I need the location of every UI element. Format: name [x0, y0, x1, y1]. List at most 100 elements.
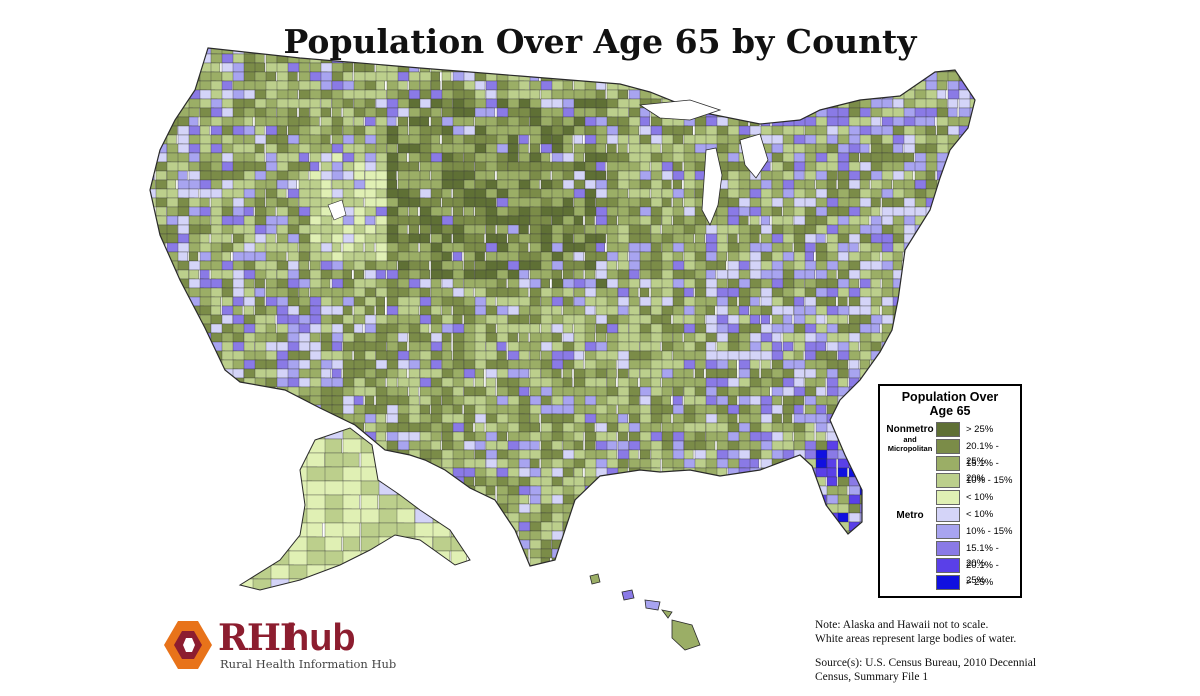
county-cell — [848, 242, 859, 253]
county-cell — [760, 188, 773, 199]
legend-swatch-nonmetro-4 — [936, 473, 960, 488]
county-cell — [188, 539, 205, 550]
county-cell — [738, 476, 756, 487]
county-cell — [276, 485, 289, 496]
county-cell — [716, 80, 733, 91]
county-cell — [947, 314, 958, 325]
county-cell — [353, 116, 364, 127]
county-cell — [562, 53, 580, 64]
county-cell — [320, 134, 331, 145]
county-cell — [837, 287, 850, 298]
county-cell — [683, 152, 697, 163]
county-cell — [420, 567, 430, 576]
county-cell — [265, 422, 276, 433]
county-cell — [705, 512, 724, 523]
county-cell — [661, 521, 679, 532]
county-cell — [782, 89, 801, 100]
county-cell — [252, 508, 269, 524]
county-cell — [837, 476, 851, 487]
county-cell — [320, 296, 333, 307]
county-cell — [881, 48, 896, 55]
county-cell — [584, 296, 597, 307]
county-cell — [474, 143, 487, 154]
county-cell — [150, 152, 157, 163]
county-cell — [793, 350, 804, 361]
county-cell — [771, 53, 787, 64]
county-cell — [364, 89, 378, 100]
county-cell — [848, 278, 859, 289]
county-cell — [716, 278, 728, 289]
county-cell — [309, 98, 321, 109]
county-cell — [628, 557, 642, 566]
county-cell — [353, 269, 364, 280]
county-cell — [210, 503, 228, 514]
county-cell — [320, 107, 331, 118]
county-cell — [177, 494, 192, 505]
county-cell — [254, 467, 269, 478]
county-cell — [331, 350, 345, 361]
county-cell — [496, 152, 509, 163]
county-cell — [518, 62, 535, 73]
county-cell — [573, 80, 586, 91]
county-cell — [177, 53, 187, 64]
county-cell — [595, 161, 606, 172]
county-cell — [474, 368, 485, 379]
county-cell — [860, 567, 870, 576]
county-cell — [265, 359, 279, 370]
county-cell — [252, 522, 276, 538]
county-cell — [815, 557, 830, 566]
county-cell — [628, 134, 640, 145]
county-cell — [496, 341, 507, 352]
county-cell — [485, 503, 498, 514]
county-cell — [529, 485, 543, 496]
county-cell — [265, 62, 278, 73]
county-cell — [232, 431, 250, 442]
county-cell — [771, 539, 786, 550]
county-cell — [353, 53, 372, 64]
county-cell — [375, 368, 388, 379]
county-cell — [969, 48, 975, 55]
county-cell — [881, 98, 893, 109]
county-cell — [914, 197, 928, 208]
county-cell — [331, 242, 342, 253]
county-cell — [150, 53, 158, 64]
county-cell — [672, 512, 683, 523]
county-cell — [166, 431, 180, 442]
county-cell — [573, 512, 586, 523]
county-cell — [265, 314, 276, 325]
county-cell — [408, 485, 426, 496]
county-cell — [306, 578, 332, 590]
county-cell — [793, 476, 805, 487]
county-cell — [375, 215, 388, 226]
county-cell — [837, 431, 852, 442]
county-cell — [408, 89, 421, 100]
county-cell — [397, 197, 411, 208]
county-cell — [540, 197, 553, 208]
county-cell — [540, 188, 553, 199]
county-cell — [749, 350, 763, 361]
county-cell — [782, 494, 796, 505]
county-cell — [271, 593, 287, 607]
county-cell — [694, 48, 712, 55]
county-cell — [430, 494, 442, 505]
county-cell — [947, 242, 964, 253]
county-cell — [364, 98, 376, 109]
county-cell — [243, 386, 260, 397]
county-cell — [463, 161, 475, 172]
county-cell — [298, 107, 310, 118]
county-cell — [353, 215, 366, 226]
county-cell — [870, 206, 881, 217]
county-cell — [232, 476, 251, 487]
county-cell — [760, 107, 774, 118]
county-cell — [463, 62, 478, 73]
county-cell — [650, 485, 662, 496]
county-cell — [221, 80, 233, 91]
source-line2: Census, Summary File 1 — [815, 671, 929, 683]
county-cell — [188, 476, 205, 487]
county-cell — [837, 224, 850, 235]
county-cell — [914, 62, 933, 73]
county-cell — [672, 476, 682, 487]
county-cell — [507, 48, 518, 55]
county-cell — [738, 440, 752, 451]
county-cell — [870, 80, 888, 91]
